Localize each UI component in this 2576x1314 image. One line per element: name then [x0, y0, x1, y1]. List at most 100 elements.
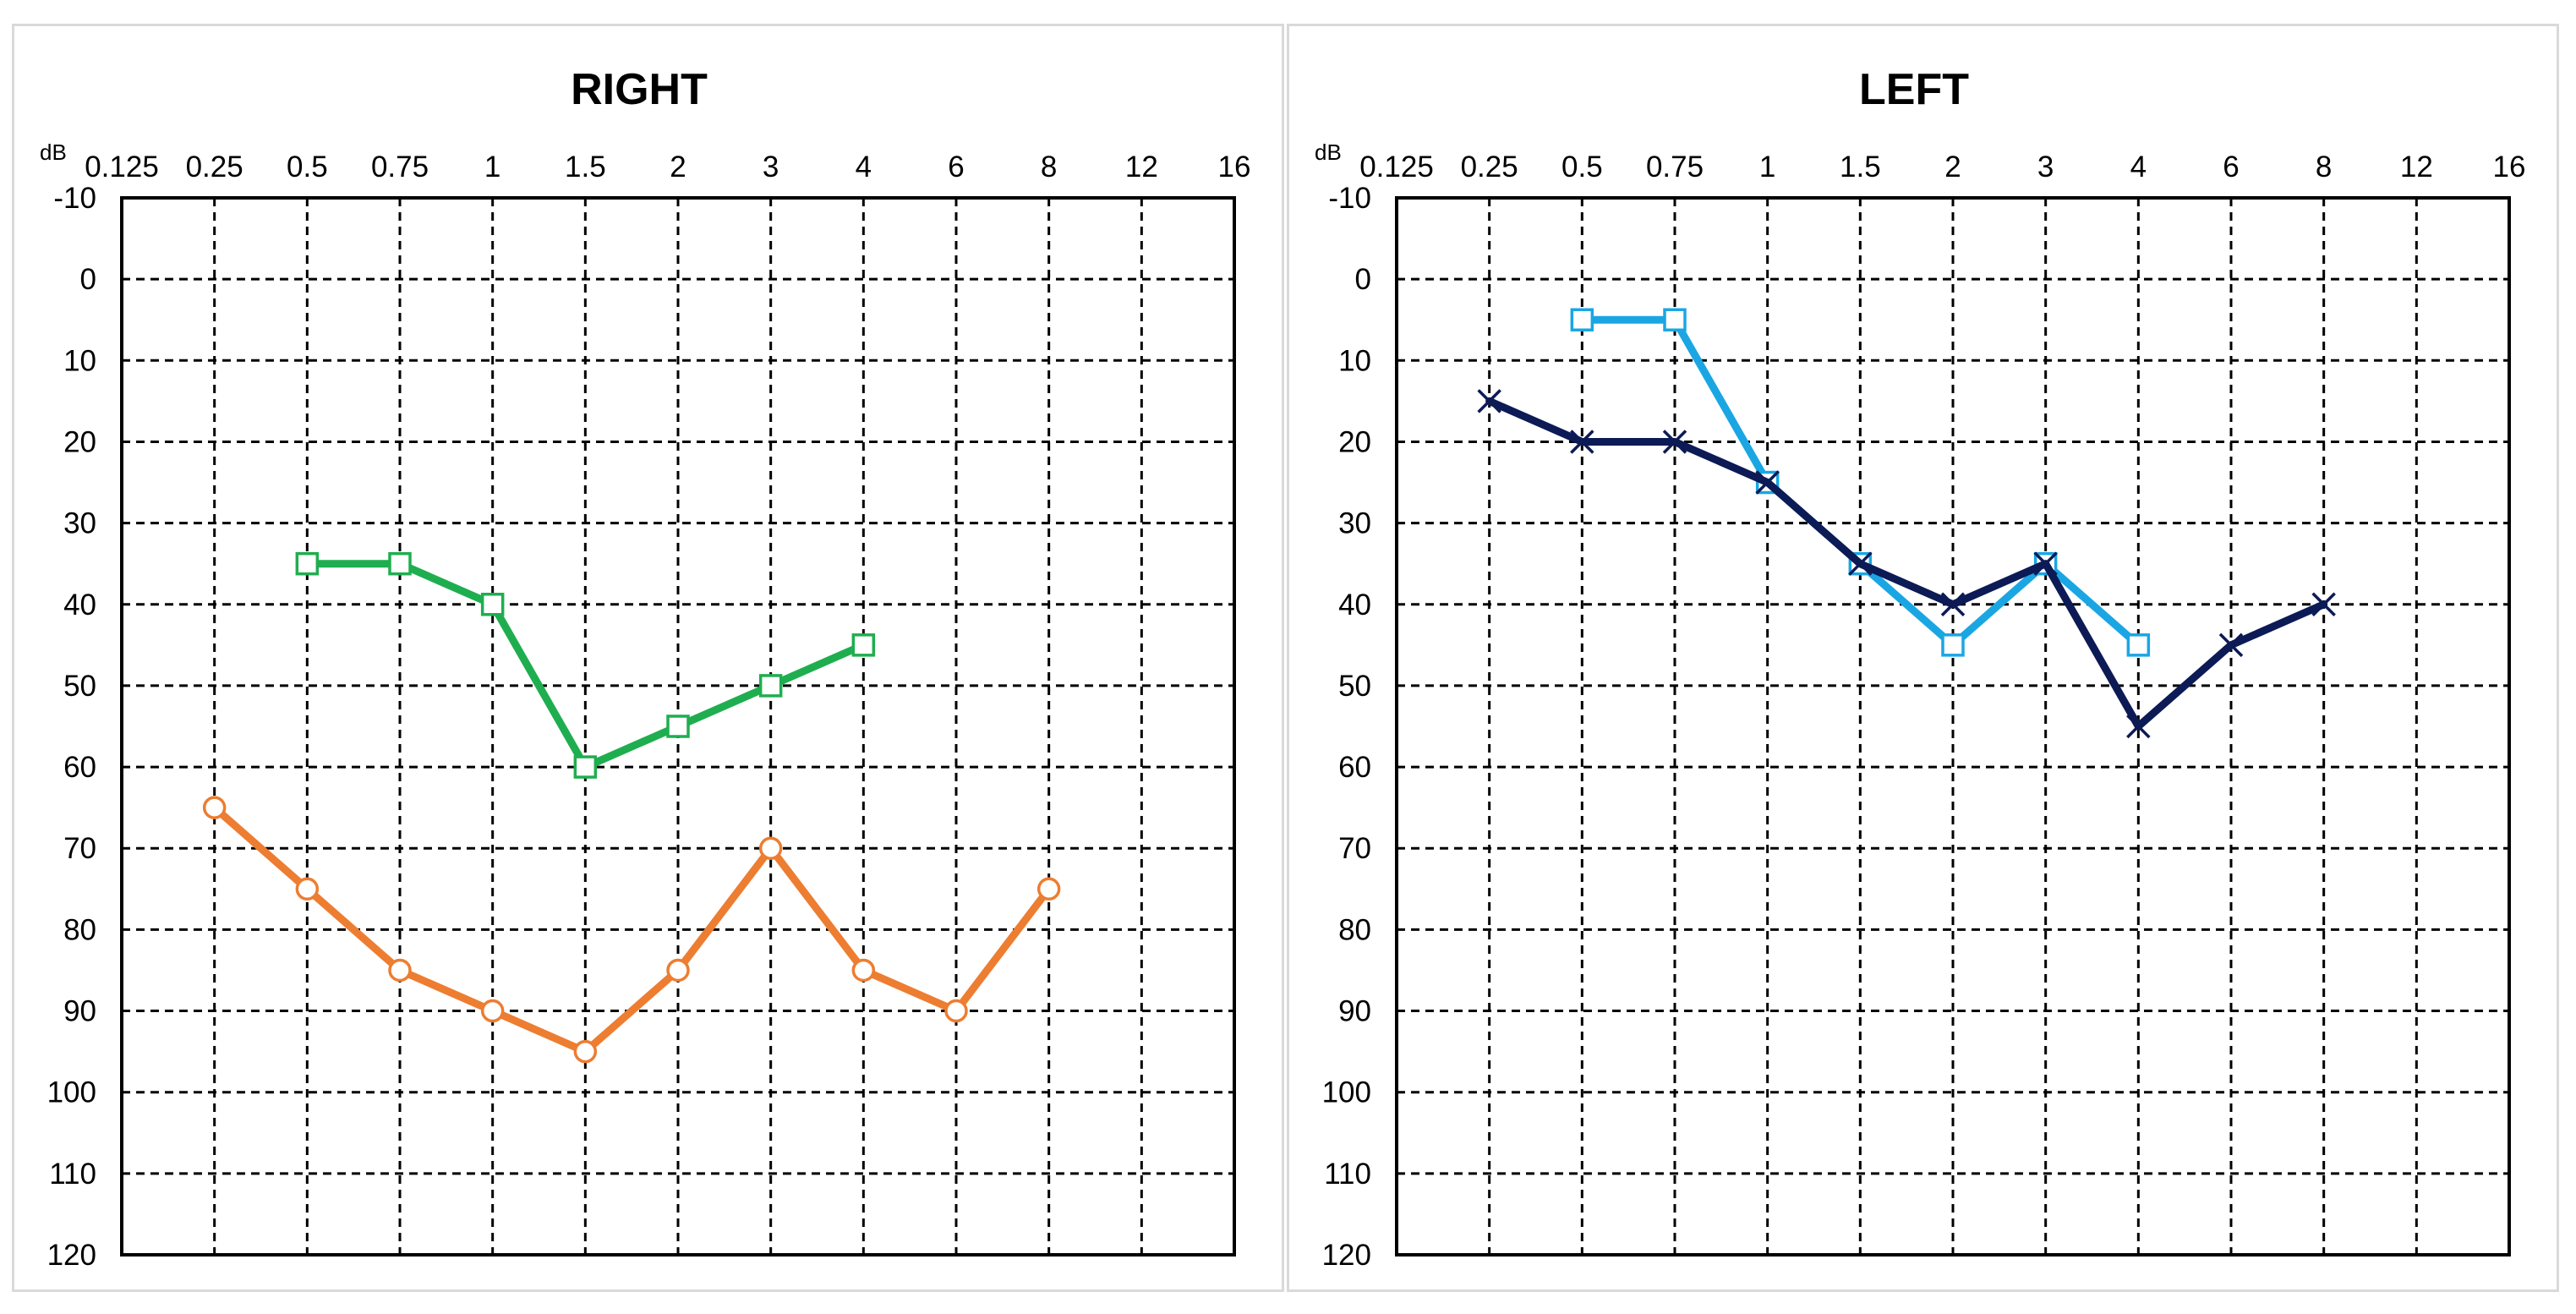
data-point-cross — [1940, 592, 1966, 617]
y-tick-label: 80 — [63, 913, 96, 946]
x-tick-label: 8 — [2316, 151, 2332, 183]
y-unit-label: dB — [40, 140, 67, 165]
y-unit-label: dB — [1315, 140, 1342, 165]
series-1 — [202, 796, 1061, 1064]
data-point-cross — [2033, 551, 2058, 576]
x-tick-label: 0.75 — [1646, 151, 1704, 183]
x-tick-label: 3 — [763, 151, 779, 183]
x-tick-label: 2 — [670, 151, 686, 183]
y-tick-label: 100 — [1322, 1076, 1371, 1109]
series-line-0 — [1578, 315, 2142, 649]
y-tick-label: 120 — [1322, 1239, 1371, 1272]
series-1 — [1477, 389, 2336, 739]
data-point-circle — [1036, 877, 1061, 901]
plot-frame — [120, 196, 1236, 1257]
x-tick-label: 3 — [2037, 151, 2054, 183]
series-line-1 — [1485, 397, 2328, 731]
y-tick-label: 120 — [47, 1239, 96, 1272]
data-point-cross — [2126, 714, 2151, 739]
data-point-square — [388, 551, 412, 576]
x-tick-label: 8 — [1041, 151, 1057, 183]
data-point-square — [758, 674, 783, 698]
data-point-cross — [2311, 592, 2336, 617]
y-tick-label: 20 — [1338, 425, 1371, 458]
y-tick-label: -10 — [53, 182, 96, 215]
plot-frame — [1395, 196, 2511, 1257]
x-tick-label: 16 — [1218, 151, 1251, 183]
data-point-circle — [480, 999, 505, 1023]
y-tick-label: 30 — [1338, 507, 1371, 540]
data-point-cross — [2218, 632, 2244, 658]
data-point-cross — [1848, 551, 1873, 576]
y-tick-label: 40 — [63, 589, 96, 621]
data-point-square — [480, 593, 505, 616]
y-tick-label: 80 — [1338, 913, 1371, 946]
x-tick-label: 0.75 — [371, 151, 429, 183]
data-point-square — [1570, 308, 1594, 331]
y-tick-label: 40 — [1338, 589, 1371, 621]
data-point-cross — [1570, 430, 1594, 454]
data-point-square — [573, 755, 598, 779]
y-tick-label: 0 — [80, 263, 96, 296]
x-tick-label: 0.5 — [287, 151, 328, 183]
y-tick-label: -10 — [1328, 182, 1371, 215]
x-tick-label: 4 — [2130, 151, 2147, 183]
x-tick-label: 6 — [948, 151, 964, 183]
y-tick-label: 70 — [63, 832, 96, 865]
y-tick-label: 110 — [1324, 1158, 1371, 1191]
x-tick-label: 4 — [856, 151, 872, 183]
y-tick-label: 90 — [63, 995, 96, 1028]
x-tick-label: 0.25 — [186, 151, 243, 183]
x-tick-label: 1 — [484, 151, 500, 183]
data-point-circle — [851, 958, 876, 983]
data-point-square — [2126, 633, 2151, 657]
x-tick-label: 2 — [1944, 151, 1961, 183]
data-point-circle — [666, 958, 690, 983]
data-point-cross — [1755, 470, 1780, 495]
x-tick-label: 0.125 — [1359, 151, 1434, 183]
data-point-square — [666, 714, 690, 738]
audiogram-left-panel: LEFT dB 0.125 0.25 0.5 0.75 1 1.5 2 3 4 6 8 12 16 -10 0 1… — [1287, 24, 2559, 1292]
audiogram-right-chart: RIGHT dB 0.125 0.25 0.5 0.75 1 1.5 2 3 4 6 8 12 16 -10 0… — [40, 65, 1251, 1272]
y-tick-label: 10 — [63, 344, 96, 377]
x-tick-label: 16 — [2493, 151, 2526, 183]
y-tick-label: 100 — [47, 1076, 96, 1109]
y-tick-label: 10 — [1338, 344, 1371, 377]
data-point-circle — [944, 999, 968, 1023]
y-tick-label: 50 — [63, 670, 96, 703]
y-tick-label: 110 — [49, 1158, 96, 1191]
y-tick-label: 70 — [1338, 832, 1371, 865]
data-point-square — [1941, 633, 1965, 657]
data-point-cross — [1662, 430, 1687, 454]
audiogram-left-chart: LEFT dB 0.125 0.25 0.5 0.75 1 1.5 2 3 4 6 8 12 16 -10 0 1… — [1315, 65, 2526, 1272]
x-tick-label: 0.125 — [85, 151, 159, 183]
grid — [122, 198, 1234, 1255]
series-line-1 — [211, 803, 1053, 1056]
data-point-circle — [202, 796, 227, 819]
x-tick-label: 12 — [2400, 151, 2433, 183]
y-tick-label: 60 — [63, 751, 96, 784]
y-tick-label: 20 — [63, 425, 96, 458]
data-point-circle — [388, 958, 412, 983]
chart-title: LEFT — [1859, 65, 1969, 114]
y-tick-label: 0 — [1355, 263, 1371, 296]
x-tick-label: 1.5 — [565, 151, 606, 183]
data-point-square — [851, 633, 876, 657]
chart-title: RIGHT — [571, 65, 708, 114]
data-point-square — [1663, 308, 1687, 331]
y-tick-label: 30 — [63, 507, 96, 540]
data-point-cross — [1477, 389, 1501, 413]
x-tick-label: 0.5 — [1561, 151, 1603, 183]
x-tick-label: 1 — [1759, 151, 1775, 183]
data-point-circle — [295, 877, 320, 901]
data-point-circle — [573, 1039, 598, 1064]
grid — [1397, 198, 2509, 1255]
series-0 — [295, 551, 876, 779]
x-tick-label: 6 — [2223, 151, 2239, 183]
y-tick-label: 50 — [1338, 670, 1371, 703]
x-tick-label: 1.5 — [1840, 151, 1881, 183]
data-point-square — [295, 551, 320, 576]
x-tick-label: 0.25 — [1461, 151, 1518, 183]
audiogram-right-panel: RIGHT dB 0.125 0.25 0.5 0.75 1 1.5 2 3 4 6 8 12 16 -10 0… — [12, 24, 1284, 1292]
x-tick-label: 12 — [1125, 151, 1158, 183]
